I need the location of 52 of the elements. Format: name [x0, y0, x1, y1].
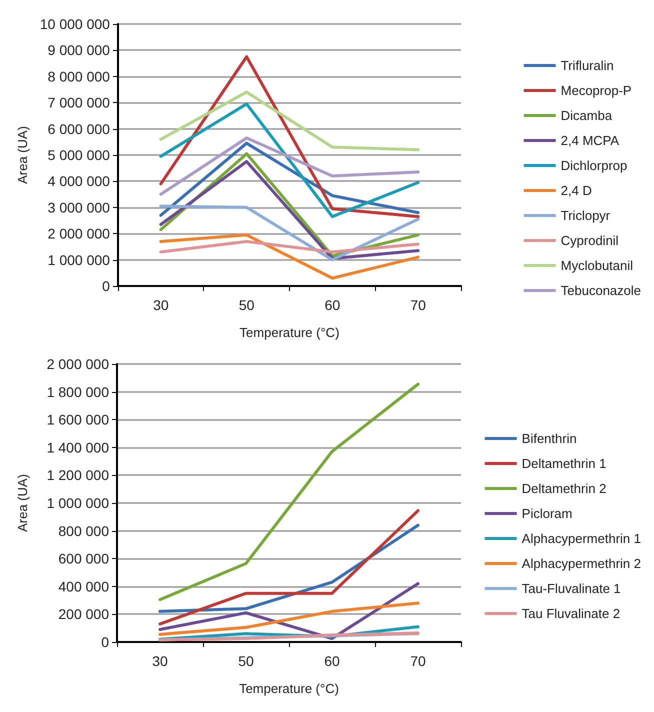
- y-tick-label: 800 000: [58, 522, 110, 539]
- legend-label: Tau Fluvalinate 2: [522, 606, 620, 621]
- y-tick-label: 200 000: [58, 606, 110, 622]
- y-tick-label: 1 000 000: [48, 252, 110, 268]
- y-tick-label: 9 000 000: [48, 42, 110, 58]
- legend-label: Dicamba: [560, 108, 613, 123]
- legend-label: Myclobutanil: [560, 258, 634, 273]
- legend-label: Picloram: [522, 506, 572, 521]
- y-tick-label: 7 000 000: [48, 94, 110, 111]
- legend-label: Cyprodinil: [560, 233, 619, 248]
- y-tick-label: 400 000: [58, 578, 110, 594]
- legend-label: Mecoprop-P: [560, 83, 632, 98]
- legend-label: Alphacypermethrin 2: [522, 556, 642, 571]
- y-tick-label: 3 000 000: [48, 199, 110, 216]
- x-axis-title: Temperature (°C): [239, 681, 339, 696]
- legend-label: 2,4 MCPA: [560, 133, 620, 148]
- legend-label: Deltamethrin 2: [522, 481, 606, 496]
- legend-label: Trifluralin: [560, 58, 614, 73]
- y-tick-label: 600 000: [58, 550, 110, 567]
- y-tick-label: 1 600 000: [46, 412, 110, 428]
- y-tick-label: 0: [101, 634, 110, 650]
- y-tick-label: 5 000 000: [48, 147, 110, 163]
- x-tick-label: 30: [153, 297, 169, 313]
- y-tick-label: 6 000 000: [48, 120, 110, 137]
- x-tick-label: 60: [324, 297, 340, 313]
- x-tick-label: 70: [410, 297, 426, 313]
- y-tick-label: 1 200 000: [46, 467, 110, 484]
- y-tick-label: 0: [102, 278, 110, 294]
- legend-label: Triclopyr: [560, 208, 611, 223]
- legend-label: Deltamethrin 1: [522, 456, 606, 471]
- x-tick-label: 70: [410, 653, 426, 669]
- x-axis-title: Temperature (°C): [240, 325, 340, 340]
- legend-label: Bifenthrin: [522, 431, 577, 446]
- x-tick-label: 60: [324, 653, 340, 669]
- y-tick-label: 1 000 000: [46, 495, 110, 511]
- y-tick-label: 8 000 000: [48, 68, 110, 84]
- y-tick-label: 4 000 000: [48, 173, 110, 190]
- y-tick-label: 2 000 000: [46, 356, 110, 372]
- y-axis-title: Area (UA): [15, 126, 30, 184]
- y-tick-label: 1 800 000: [46, 384, 110, 400]
- legend-label: Tau-Fluvalinate 1: [522, 581, 621, 596]
- y-tick-label: 10 000 000: [40, 16, 110, 32]
- legend-label: Tebuconazole: [560, 283, 642, 298]
- y-axis-title: Area (UA): [15, 474, 30, 532]
- x-tick-label: 50: [238, 653, 254, 669]
- legend-label: Dichlorprop: [560, 158, 628, 173]
- legend-label: Alphacypermethrin 1: [522, 531, 642, 546]
- y-tick-label: 1 400 000: [46, 439, 110, 456]
- x-tick-label: 50: [238, 297, 255, 313]
- y-tick-label: 2 000 000: [48, 226, 110, 242]
- legend-label: 2,4 D: [560, 183, 592, 198]
- x-tick-label: 30: [152, 653, 168, 669]
